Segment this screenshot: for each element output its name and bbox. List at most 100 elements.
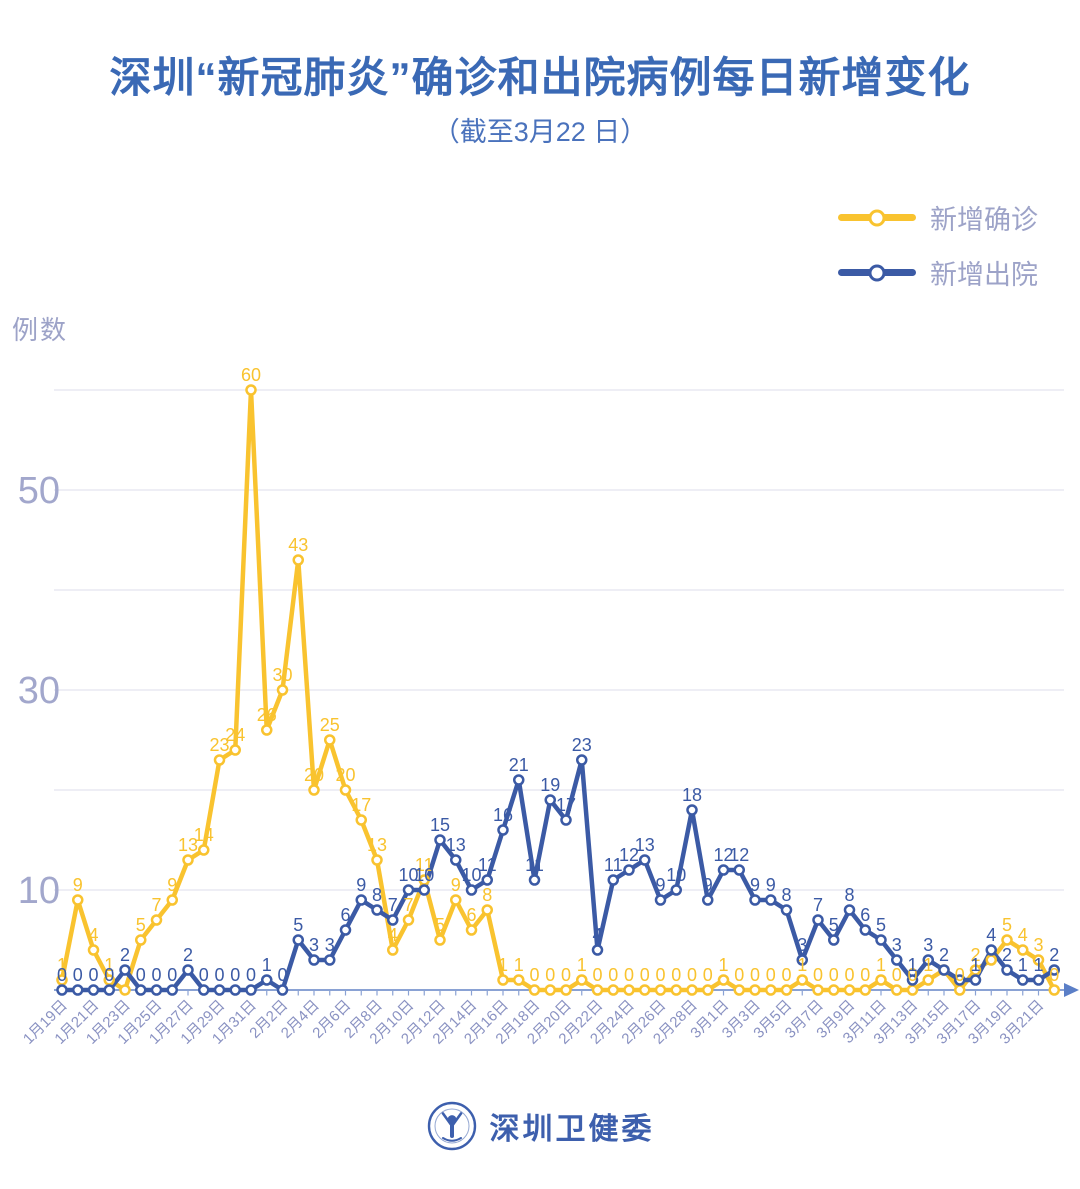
svg-text:3: 3 <box>923 935 933 955</box>
svg-text:4: 4 <box>1018 925 1028 945</box>
svg-text:12: 12 <box>619 845 639 865</box>
svg-text:5: 5 <box>829 915 839 935</box>
svg-text:8: 8 <box>482 885 492 905</box>
svg-text:0: 0 <box>1049 965 1059 985</box>
svg-text:0: 0 <box>734 965 744 985</box>
svg-text:0: 0 <box>907 965 917 985</box>
svg-text:9: 9 <box>750 875 760 895</box>
svg-text:23: 23 <box>209 735 229 755</box>
svg-text:13: 13 <box>446 835 466 855</box>
svg-text:3: 3 <box>309 935 319 955</box>
svg-text:2: 2 <box>1049 945 1059 965</box>
svg-text:0: 0 <box>561 965 571 985</box>
svg-text:14: 14 <box>194 825 214 845</box>
confirmed-marker-icon <box>868 209 886 226</box>
svg-text:0: 0 <box>703 965 713 985</box>
svg-text:10: 10 <box>666 865 686 885</box>
svg-text:0: 0 <box>246 965 256 985</box>
svg-text:0: 0 <box>73 965 83 985</box>
svg-text:0: 0 <box>167 965 177 985</box>
shenzhen-health-commission-seal-icon <box>427 1101 476 1151</box>
svg-text:1: 1 <box>923 955 933 975</box>
y-axis-title: 例数 <box>12 315 69 345</box>
svg-text:11: 11 <box>415 855 434 875</box>
svg-text:1: 1 <box>104 955 114 975</box>
svg-text:10: 10 <box>461 865 481 885</box>
svg-text:1: 1 <box>498 955 508 975</box>
svg-text:2: 2 <box>1002 945 1012 965</box>
svg-text:0: 0 <box>151 965 161 985</box>
svg-text:0: 0 <box>671 965 681 985</box>
svg-text:1: 1 <box>970 955 980 975</box>
svg-text:13: 13 <box>635 835 655 855</box>
svg-text:50: 50 <box>18 470 60 512</box>
svg-text:4: 4 <box>88 925 98 945</box>
legend-label-confirmed: 新增确诊 <box>930 205 1038 235</box>
svg-text:30: 30 <box>272 665 292 685</box>
svg-text:10: 10 <box>18 870 60 912</box>
discharged-marker-icon <box>868 264 886 281</box>
svg-text:1: 1 <box>262 955 272 975</box>
svg-text:5: 5 <box>1002 915 1012 935</box>
svg-text:5: 5 <box>435 915 445 935</box>
svg-text:0: 0 <box>277 965 287 985</box>
footer-brand: 深圳卫健委 <box>0 1100 1080 1152</box>
svg-text:1: 1 <box>797 955 807 975</box>
svg-text:0: 0 <box>136 965 146 985</box>
svg-text:60: 60 <box>241 365 261 385</box>
svg-text:2: 2 <box>183 945 193 965</box>
svg-text:0: 0 <box>230 965 240 985</box>
svg-text:1: 1 <box>907 955 917 975</box>
svg-text:6: 6 <box>860 905 870 925</box>
svg-text:1: 1 <box>577 955 587 975</box>
svg-text:43: 43 <box>288 535 308 555</box>
svg-text:6: 6 <box>340 905 350 925</box>
svg-text:6: 6 <box>466 905 476 925</box>
svg-text:0: 0 <box>624 965 634 985</box>
svg-text:10: 10 <box>414 865 434 885</box>
svg-text:0: 0 <box>199 965 209 985</box>
svg-text:0: 0 <box>57 965 67 985</box>
svg-text:15: 15 <box>430 815 450 835</box>
svg-text:0: 0 <box>214 965 224 985</box>
svg-text:0: 0 <box>750 965 760 985</box>
svg-text:5: 5 <box>876 915 886 935</box>
svg-text:12: 12 <box>713 845 733 865</box>
svg-text:9: 9 <box>356 875 366 895</box>
svg-text:0: 0 <box>860 965 870 985</box>
svg-text:9: 9 <box>73 875 83 895</box>
svg-text:30: 30 <box>18 670 60 712</box>
svg-text:1: 1 <box>1033 955 1043 975</box>
svg-text:26: 26 <box>257 705 277 725</box>
legend-item-confirmed: 新增确诊 <box>838 198 1038 237</box>
svg-text:1: 1 <box>876 955 886 975</box>
svg-text:0: 0 <box>766 965 776 985</box>
svg-text:25: 25 <box>320 715 340 735</box>
svg-text:24: 24 <box>225 725 245 745</box>
svg-text:10: 10 <box>398 865 418 885</box>
svg-text:0: 0 <box>781 965 791 985</box>
svg-text:5: 5 <box>136 915 146 935</box>
svg-text:3: 3 <box>325 935 335 955</box>
svg-text:1: 1 <box>1018 955 1028 975</box>
svg-text:9: 9 <box>655 875 665 895</box>
svg-text:0: 0 <box>640 965 650 985</box>
svg-text:0: 0 <box>655 965 665 985</box>
svg-text:1: 1 <box>57 955 67 975</box>
svg-text:20: 20 <box>304 765 324 785</box>
svg-text:0: 0 <box>608 965 618 985</box>
svg-text:2: 2 <box>120 945 130 965</box>
svg-text:7: 7 <box>388 895 398 915</box>
svg-text:12: 12 <box>729 845 749 865</box>
series-line-新增出院 <box>59 757 1057 993</box>
svg-text:0: 0 <box>88 965 98 985</box>
svg-text:0: 0 <box>687 965 697 985</box>
svg-text:0: 0 <box>892 965 902 985</box>
svg-text:9: 9 <box>766 875 776 895</box>
legend-item-discharged: 新增出院 <box>838 253 1038 292</box>
svg-text:0: 0 <box>829 965 839 985</box>
svg-text:3: 3 <box>892 935 902 955</box>
svg-text:9: 9 <box>451 875 461 895</box>
